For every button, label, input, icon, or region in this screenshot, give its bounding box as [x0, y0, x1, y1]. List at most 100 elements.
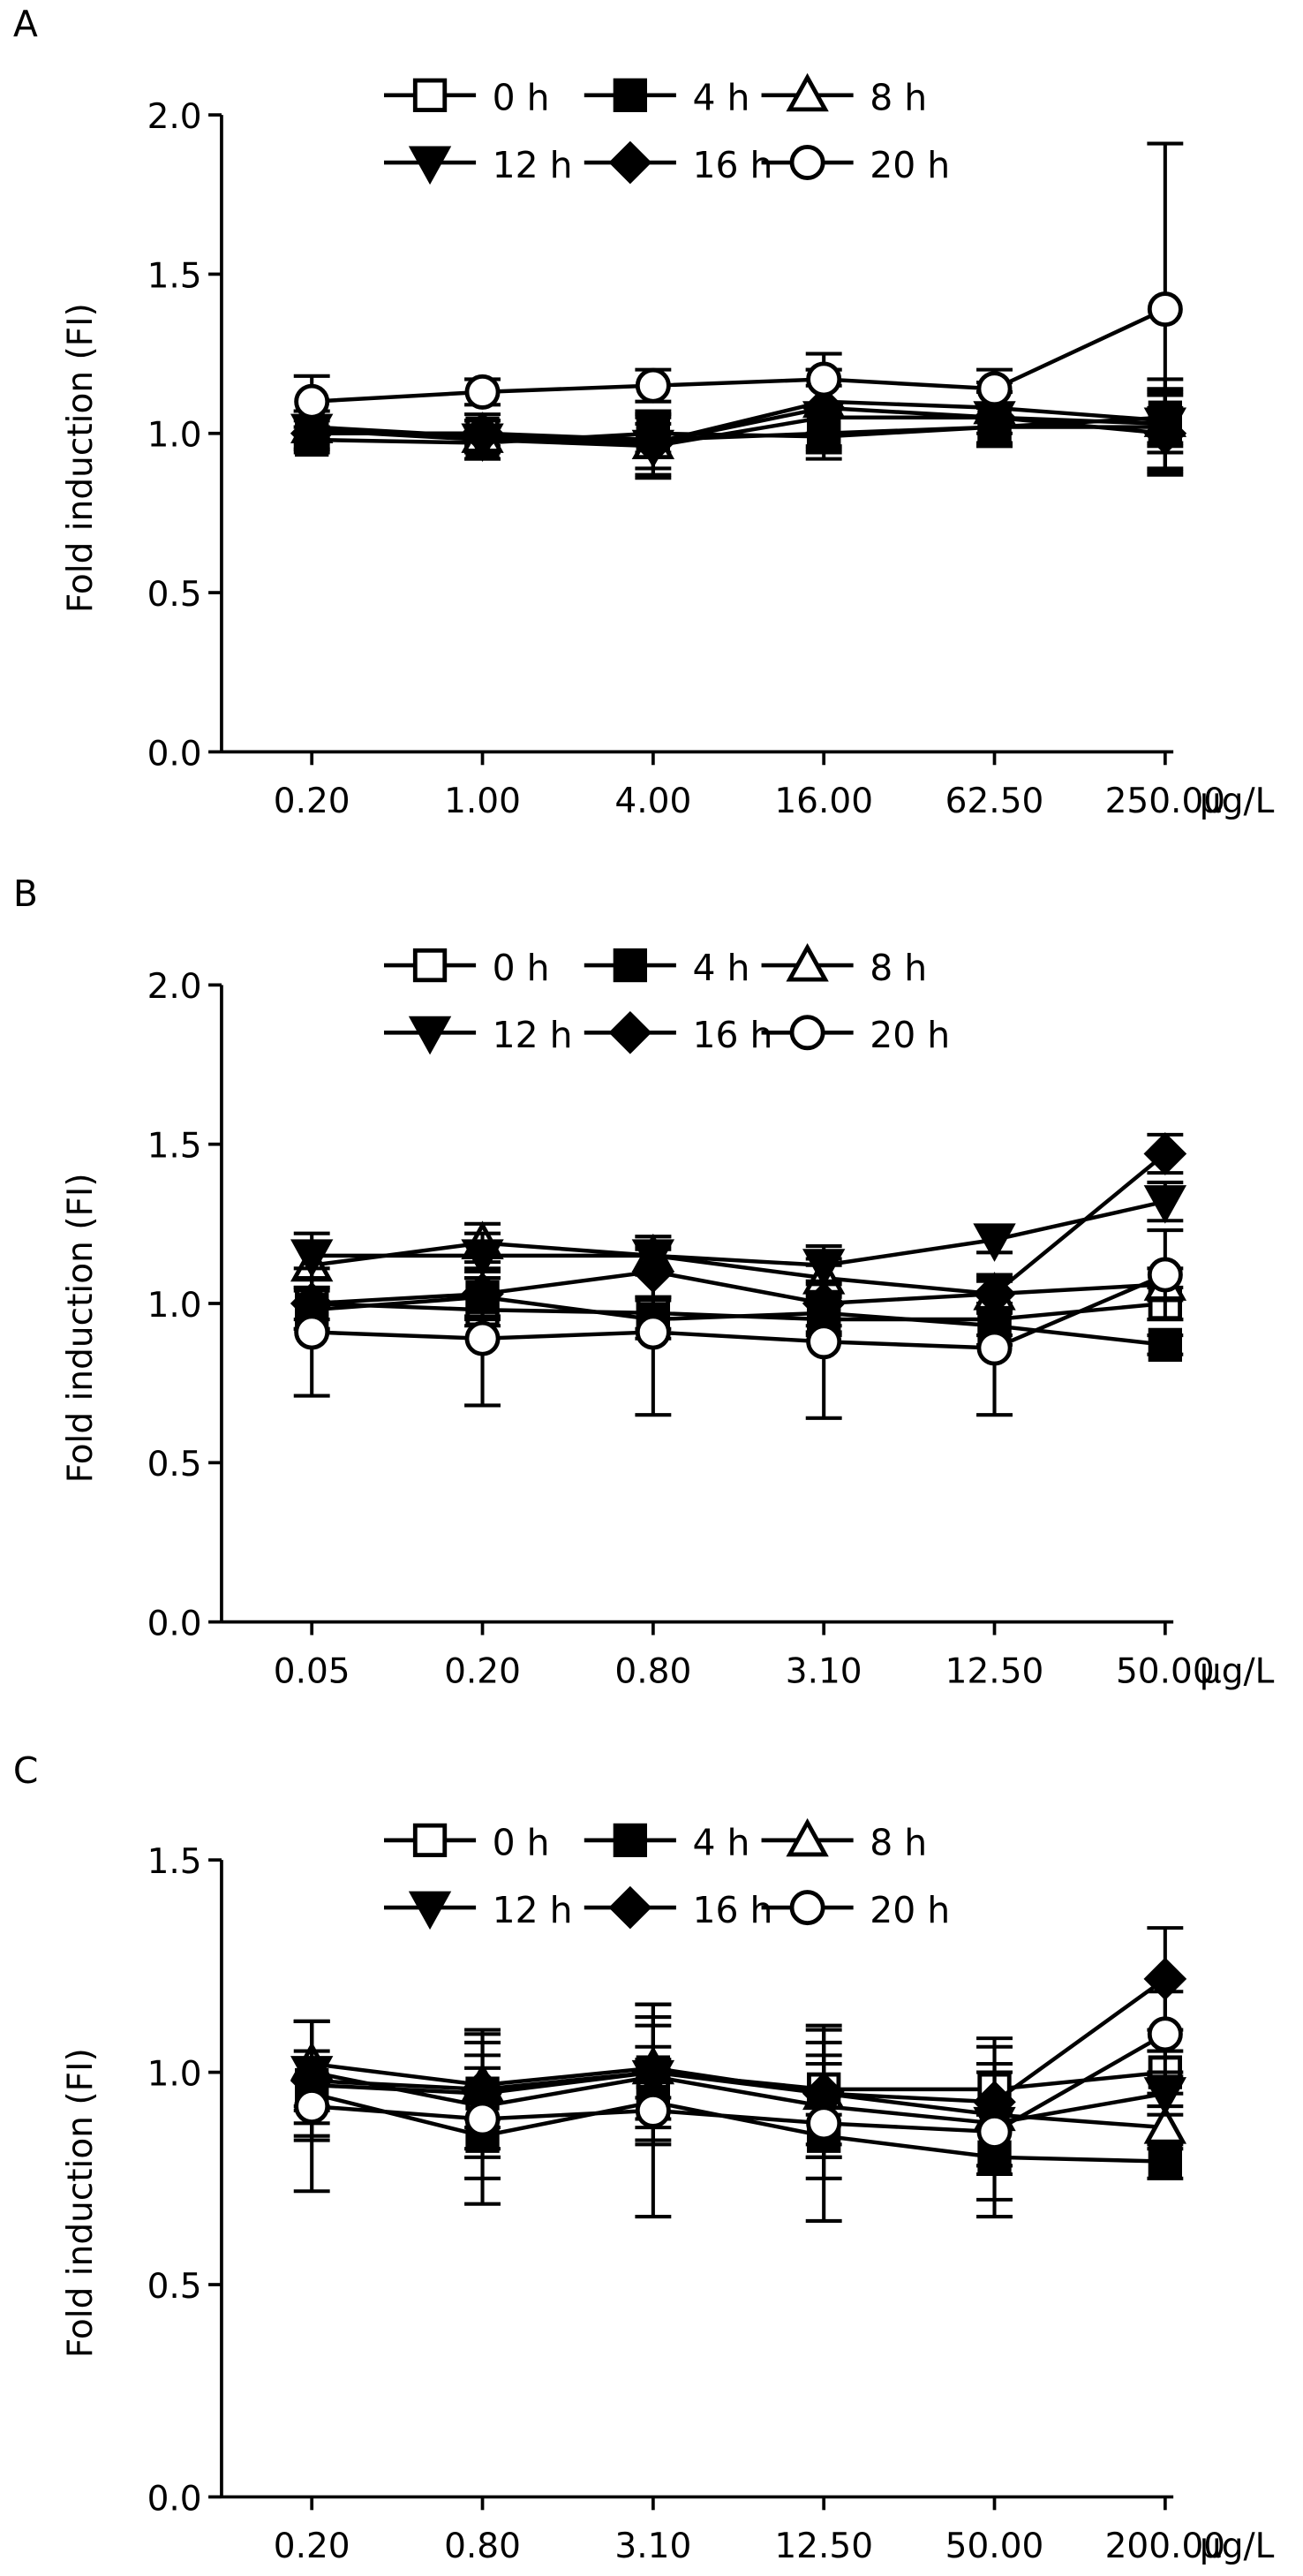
legend-item: 20 h [761, 144, 950, 186]
x-tick-label: 0.20 [274, 782, 350, 821]
y-tick-label: 1.0 [147, 416, 202, 456]
data-point [1147, 1257, 1183, 1293]
data-point [976, 2113, 1013, 2149]
legend-label: 20 h [870, 1889, 950, 1931]
legend-item: 8 h [761, 943, 927, 989]
legend-item: 4 h [584, 1822, 749, 1864]
y-tick-label: 0.0 [147, 2479, 202, 2519]
series-line [312, 1152, 1167, 1306]
series-line [312, 1295, 1166, 1348]
legend-item: 0 h [383, 947, 550, 989]
data-point [290, 1239, 334, 1278]
data-point [464, 374, 501, 410]
y-tick-label: 1.0 [147, 1286, 202, 1326]
legend-item: 12 h [383, 144, 573, 186]
legend-marker [789, 145, 825, 181]
x-tick-label: 50.00 [945, 2527, 1044, 2566]
data-point [461, 1239, 504, 1278]
data-point [973, 396, 1016, 440]
legend: 0 h 4 h 8 h 12 h 16 h 20 h [383, 1817, 950, 1931]
legend-marker [608, 140, 652, 185]
legend-label: 20 h [870, 144, 950, 186]
x-unit-label: μg/L [1200, 782, 1275, 821]
data-point [976, 1330, 1013, 1366]
legend-marker [786, 1817, 829, 1857]
legend-label: 20 h [870, 1014, 950, 1056]
data-point [802, 386, 846, 430]
legend-item: 8 h [761, 72, 927, 119]
x-tick-label: 1.00 [444, 782, 521, 821]
legend-item: 20 h [761, 1014, 950, 1056]
data-point [973, 1223, 1016, 1262]
legend-marker [412, 78, 448, 112]
y-tick-label: 0.0 [147, 734, 202, 774]
legend-item: 8 h [761, 1817, 927, 1864]
legend-item: 20 h [761, 1889, 950, 1931]
data-point [806, 361, 842, 397]
series-line [312, 1977, 1167, 2104]
data-point [461, 412, 504, 456]
y-axis-label: Fold induction (FI) [61, 2048, 101, 2358]
legend-item: 16 h [584, 1010, 772, 1056]
series-line [312, 405, 1166, 445]
legend-item: 4 h [584, 77, 749, 119]
legend-marker [408, 1891, 452, 1930]
y-axis-label: Fold induction (FI) [61, 1173, 101, 1483]
series-0h [293, 1285, 1184, 1338]
data-point [635, 2092, 671, 2128]
data-point [1143, 2105, 1187, 2144]
data-point [1147, 2016, 1183, 2052]
data-point [806, 2105, 842, 2142]
series-line [312, 415, 1165, 445]
legend-marker [412, 948, 448, 983]
series-line [312, 307, 1166, 404]
data-point [464, 2101, 501, 2137]
legend-label: 12 h [493, 144, 573, 186]
series-line [312, 1199, 1166, 1267]
legend-item: 16 h [584, 1885, 772, 1931]
x-tick-label: 4.00 [614, 782, 691, 821]
x-tick-label: 3.10 [614, 2527, 691, 2566]
legend-item: 12 h [383, 1889, 573, 1931]
legend-label: 0 h [493, 1822, 550, 1864]
x-unit-label: μg/L [1200, 2527, 1275, 2566]
y-tick-label: 1.5 [147, 1842, 202, 1882]
y-tick-label: 0.5 [147, 2267, 202, 2307]
legend-item: 16 h [584, 140, 772, 186]
series-line [311, 2070, 1166, 2126]
legend-marker [786, 72, 829, 112]
legend-marker [408, 1016, 452, 1055]
axes [220, 1860, 1174, 2499]
legend-marker [412, 1823, 448, 1858]
legend-label: 12 h [493, 1889, 573, 1931]
x-tick-label: 0.20 [444, 1651, 521, 1691]
series-20h [293, 141, 1184, 477]
data-point [294, 2089, 330, 2125]
legend-label: 16 h [692, 144, 772, 186]
data-point [1143, 1185, 1187, 1224]
x-tick-label: 12.50 [774, 2527, 873, 2566]
x-tick-label: 12.50 [945, 1651, 1044, 1691]
chart-panel-b: B 0.0 0.5 1.0 1.5 2.0 0.05 0.20 0.80 3.10 12.50 50.… [13, 873, 1275, 1691]
x-tick-label: 0.80 [614, 1651, 691, 1691]
chart-panel-a: A 0.0 0.5 1.0 1.5 2.0 0.20 1.00 4.00 16.00 62.50 25… [13, 3, 1275, 821]
legend-label: 4 h [692, 1822, 749, 1864]
legend-marker [789, 1015, 825, 1051]
legend-label: 16 h [692, 1889, 772, 1931]
legend-label: 4 h [692, 77, 749, 119]
legend-marker [613, 1823, 647, 1858]
x-tick-label: 0.20 [274, 2527, 350, 2566]
legend-marker [613, 78, 647, 112]
legend: 0 h 4 h 8 h 12 h 16 h 20 h [383, 943, 950, 1056]
y-tick-label: 1.5 [147, 1127, 202, 1167]
series-line [312, 1273, 1166, 1350]
series-20h [293, 1990, 1184, 2223]
series-line [311, 2091, 1165, 2164]
data-point [631, 421, 675, 465]
legend-marker [408, 146, 452, 185]
data-point [806, 1324, 842, 1360]
data-point [464, 1320, 501, 1356]
legend-label: 0 h [493, 947, 550, 989]
y-tick-label: 0.5 [147, 575, 202, 615]
x-tick-label: 250.00 [1105, 782, 1226, 821]
